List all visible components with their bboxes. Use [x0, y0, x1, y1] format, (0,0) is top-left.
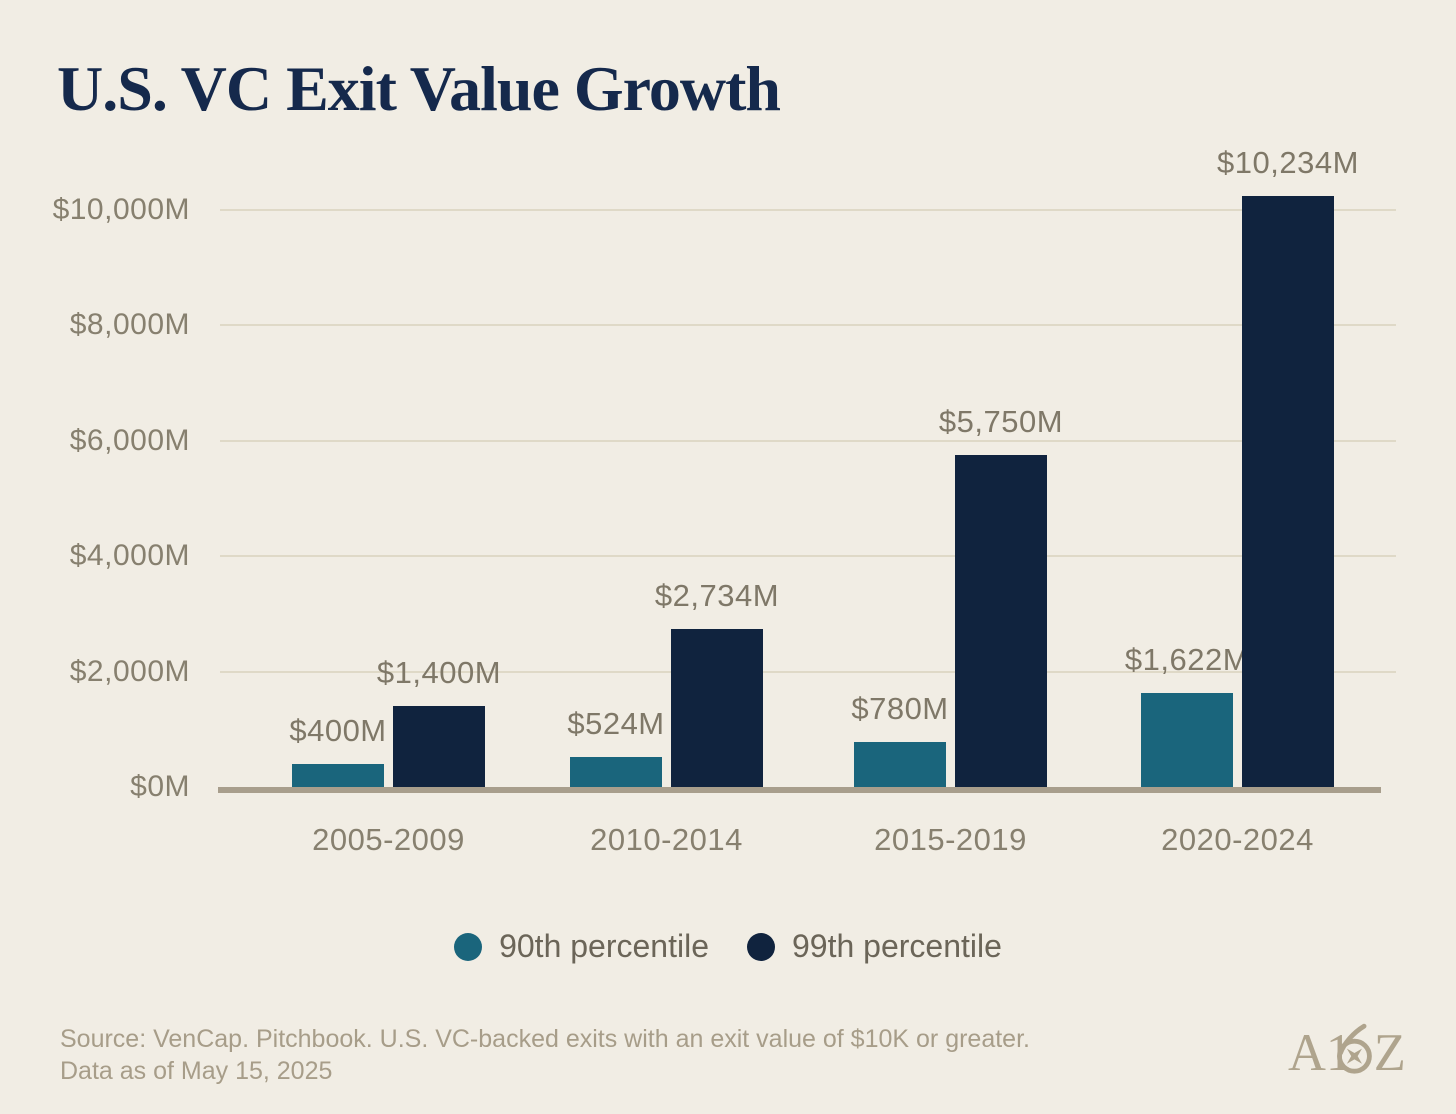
- bar-value-label: $5,750M: [938, 403, 1064, 439]
- bar-90th-2010-2014: [570, 756, 662, 787]
- legend: 90th percentile 99th percentile: [0, 928, 1456, 965]
- bar-value-label: $2,734M: [654, 578, 780, 614]
- legend-item-99th-percentile: 99th percentile: [747, 928, 1002, 965]
- gridline: [220, 208, 1396, 211]
- y-axis-tick-label: $6,000M: [69, 423, 190, 457]
- bar-90th-2015-2019: [854, 741, 946, 787]
- legend-label-90th-percentile: 90th percentile: [499, 928, 709, 964]
- y-axis-tick-label: $8,000M: [69, 308, 190, 341]
- source-note: Source: VenCap. Pitchbook. U.S. VC-backe…: [60, 1023, 1030, 1087]
- chart-title: U.S. VC Exit Value Growth: [57, 53, 781, 124]
- x-axis-tick-label: 2015-2019: [874, 822, 1027, 857]
- bar-value-label: $780M: [851, 690, 949, 726]
- source-line-1: Source: VenCap. Pitchbook. U.S. VC-backe…: [60, 1025, 1030, 1053]
- gridline: [220, 324, 1396, 326]
- gridline: [220, 555, 1396, 557]
- source-line-2: Data as of May 15, 2025: [60, 1057, 333, 1085]
- logo-six-glyph: [1337, 1023, 1372, 1074]
- bar-99th-2015-2019: [955, 454, 1047, 787]
- logo-letter-z: Z: [1374, 1024, 1406, 1080]
- y-axis-tick-label: $10,000M: [52, 192, 190, 226]
- y-axis-tick-label: $0M: [130, 770, 190, 803]
- a16z-logo: A1 Z: [1288, 1023, 1406, 1080]
- bar-value-label: $400M: [289, 712, 387, 748]
- bar-value-label: $10,234M: [1217, 144, 1359, 180]
- bar-90th-2005-2009: [292, 763, 384, 787]
- bar-99th-2005-2009: [393, 706, 485, 787]
- logo-star-icon: [1346, 1048, 1362, 1064]
- gridline: [220, 670, 1396, 673]
- x-axis-tick-label: 2005-2009: [312, 822, 465, 857]
- gridline: [220, 439, 1396, 442]
- legend-dot-99th-percentile: [747, 932, 775, 961]
- bar-value-label: $1,622M: [1124, 642, 1250, 678]
- bar-value-label: $1,400M: [376, 655, 502, 691]
- x-axis-tick-label: 2020-2024: [1161, 822, 1314, 857]
- bar-90th-2020-2024: [1141, 693, 1233, 787]
- bar-99th-2020-2024: [1242, 195, 1334, 787]
- y-axis-tick-label: $2,000M: [69, 654, 190, 688]
- y-axis-tick-label: $4,000M: [69, 539, 190, 572]
- x-axis-baseline: [218, 787, 1381, 793]
- x-axis-tick-label: 2010-2014: [590, 822, 743, 857]
- legend-label-99th-percentile: 99th percentile: [792, 928, 1002, 964]
- bar-value-label: $524M: [567, 705, 665, 741]
- legend-item-90th-percentile: 90th percentile: [454, 928, 709, 965]
- legend-dot-90th-percentile: [454, 932, 483, 961]
- bar-99th-2010-2014: [671, 629, 763, 787]
